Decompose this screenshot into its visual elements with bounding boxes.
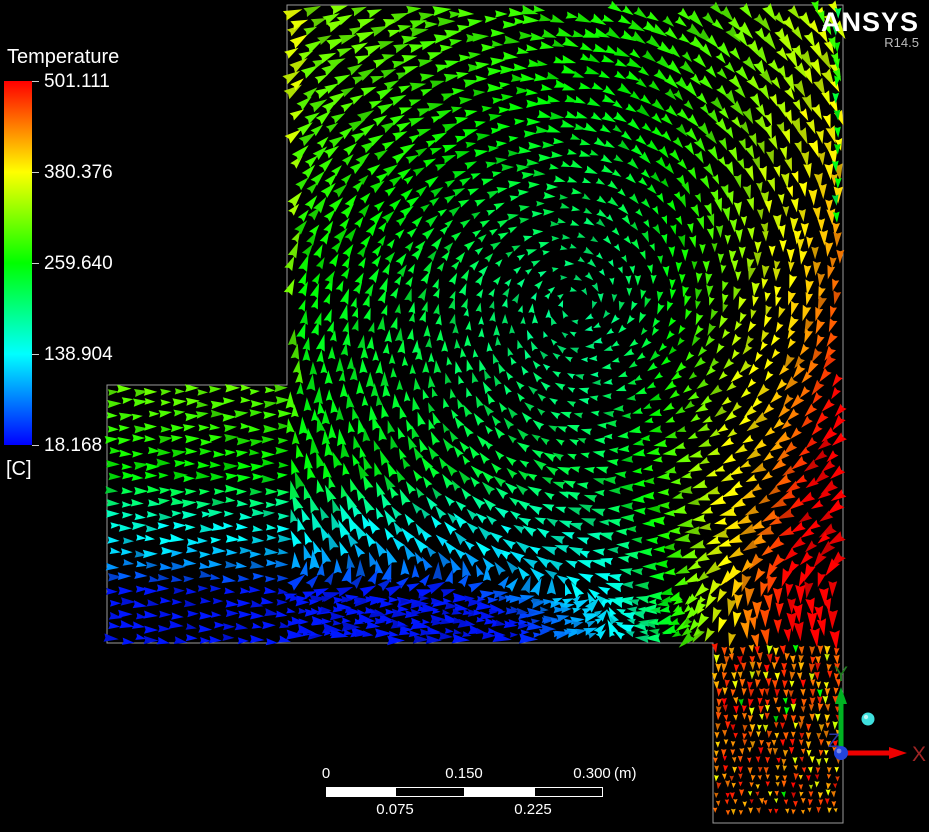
scale-segment xyxy=(464,787,534,797)
colorbar-tick xyxy=(32,354,39,355)
legend-title: Temperature xyxy=(7,46,120,68)
colorbar xyxy=(4,81,32,445)
scale-segment xyxy=(395,787,465,797)
ansys-version: R14.5 xyxy=(884,35,919,50)
colorbar-tick-label: 380.376 xyxy=(44,162,113,183)
colorbar-tick xyxy=(32,81,39,82)
scale-unit-label: (m) xyxy=(614,765,637,782)
scale-label: 0 xyxy=(321,765,331,782)
colorbar-tick xyxy=(32,263,39,264)
scale-segment xyxy=(326,787,396,797)
x-axis-label: X xyxy=(912,743,926,766)
scale-label: 0.225 xyxy=(514,801,552,818)
colorbar-tick-label: 259.640 xyxy=(44,253,113,274)
ansys-logo-text: ANSYS xyxy=(820,7,919,37)
z-axis-label: Z xyxy=(828,731,840,752)
x-axis-arrow xyxy=(889,747,907,759)
colorbar-tick xyxy=(32,172,39,173)
y-axis-label: Y xyxy=(834,663,848,686)
scale-label: 0.300 xyxy=(573,765,611,782)
colorbar-tick-label: 18.168 xyxy=(44,435,103,456)
colorbar-tick-label: 501.111 xyxy=(44,71,110,92)
pivot-dot xyxy=(861,712,875,726)
y-axis-arrow xyxy=(835,687,847,704)
colorbar-tick xyxy=(32,445,39,446)
scale-label: 0.075 xyxy=(376,801,414,818)
ansys-logo: ANSYS R14.5 xyxy=(821,8,919,50)
axis-triad: Z X Y xyxy=(828,663,926,766)
scale-segment xyxy=(533,787,603,797)
scale-label: 0.150 xyxy=(445,765,483,782)
colorbar-tick-label: 138.904 xyxy=(44,344,113,365)
legend-unit: [C] xyxy=(6,458,32,480)
z-axis-sphere xyxy=(834,746,848,760)
